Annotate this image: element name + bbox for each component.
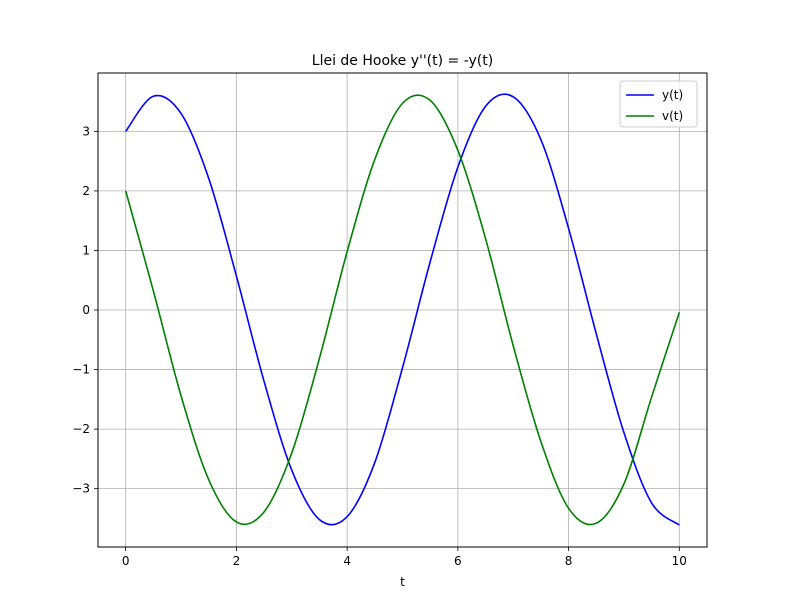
x-tick-label: 2: [233, 554, 241, 568]
series-line-0: [125, 93, 680, 526]
chart-title: Llei de Hooke y''(t) = -y(t): [312, 53, 493, 69]
series-line-1: [124, 94, 681, 526]
legend-label: y(t): [662, 88, 683, 102]
x-tick-label: 6: [454, 554, 462, 568]
y-tick-label: 0: [82, 303, 90, 317]
x-axis-label: t: [400, 575, 405, 589]
grid: [98, 73, 707, 547]
x-tick-label: 0: [122, 554, 130, 568]
legend: y(t) v(t): [619, 80, 698, 128]
legend-label: v(t): [662, 109, 683, 123]
x-tick-label: 10: [672, 554, 687, 568]
y-tick-label: 3: [82, 124, 90, 138]
x-tick-label: 8: [565, 554, 573, 568]
ticks: 0 2 4 6 8 10 −3 −2 −1 0 1 2 3: [72, 124, 687, 568]
y-tick-label: −3: [72, 482, 90, 496]
y-tick-label: 2: [82, 184, 90, 198]
y-tick-label: 1: [82, 243, 90, 257]
x-tick-label: 4: [343, 554, 351, 568]
legend-box: [619, 80, 698, 128]
series-lines: [124, 93, 681, 526]
y-tick-label: −1: [72, 363, 90, 377]
y-tick-label: −2: [72, 422, 90, 436]
